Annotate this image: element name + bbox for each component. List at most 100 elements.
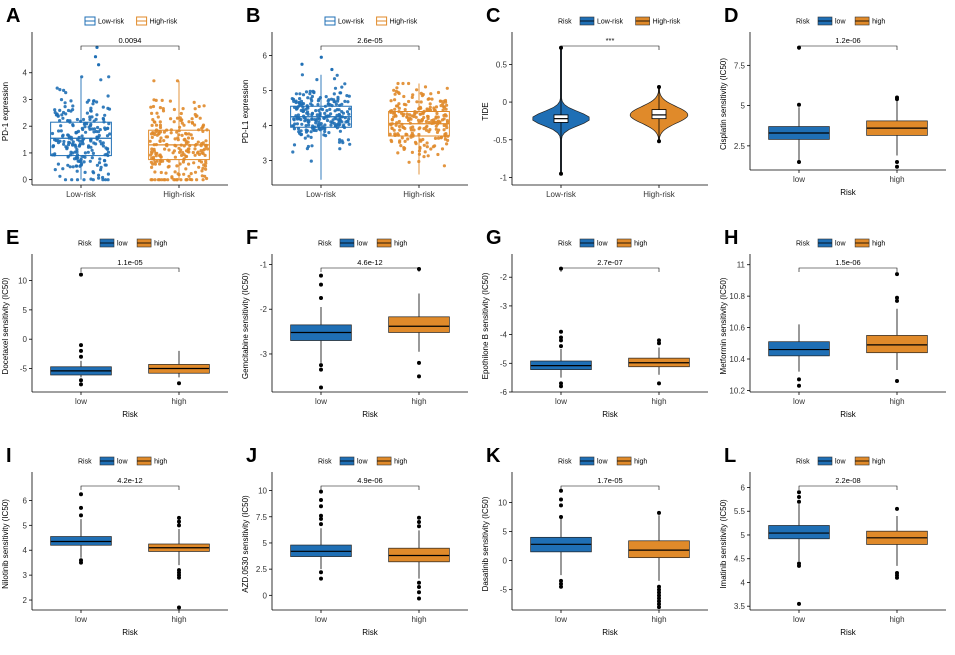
y-tick-label: 2.5 [734,142,746,151]
data-point [169,131,173,135]
data-point [103,113,107,117]
data-point [193,112,197,117]
outlier-point [797,383,801,388]
y-tick-label: 5 [263,539,268,548]
data-point [417,132,421,137]
data-point [345,110,350,114]
y-tick-label: 10.6 [729,324,745,333]
significance-bracket [560,45,660,50]
outlier-point [417,524,421,529]
x-tick-label: low [315,397,327,406]
data-point [195,178,199,182]
data-point [298,92,302,96]
group-high [866,506,928,580]
data-point [407,81,411,86]
data-point [410,114,414,118]
data-point [201,141,205,145]
data-point [150,123,154,127]
data-point [184,132,189,136]
panel-I: I Risk low high 2 3 4 5 6 Nilotinib sensitivity (… [1,445,228,637]
data-point [88,117,92,122]
y-tick-label: -5 [500,586,508,595]
panel-L: L Risk low high 3.5 4 4.5 5 5.5 6 Imatinib sensiti… [719,445,946,637]
data-point [75,178,80,182]
legend: Risk low high [796,456,885,466]
group-low [530,266,592,389]
data-point [347,122,351,126]
panel-letter: H [724,227,738,249]
data-point [414,115,418,119]
y-tick-label: 2.5 [256,565,268,574]
x-tick-label: Low-risk [306,190,337,199]
data-point [83,125,87,129]
data-point [427,108,431,112]
data-point [389,99,393,103]
data-point [189,133,193,137]
data-point [292,117,296,121]
data-point [98,128,102,132]
data-point [317,108,321,113]
data-point [325,118,330,123]
legend-label: low [117,241,128,248]
data-point [103,178,108,182]
outlier-point [797,377,801,382]
data-point [423,85,428,89]
data-point [421,137,425,142]
data-point [336,95,340,99]
data-point [149,132,154,136]
data-point [423,150,427,154]
data-point [310,144,314,148]
data-point [338,147,342,151]
data-point [175,164,179,168]
y-tick-label: -5 [500,359,508,368]
data-point [417,149,422,153]
data-point [401,81,405,86]
group-low [768,45,830,164]
data-point [184,154,189,159]
data-point [290,124,294,128]
data-point [92,127,97,131]
x-tick-label: high [171,615,186,624]
y-tick-label: -6 [500,388,508,397]
data-point [307,123,311,127]
data-point [425,141,429,145]
data-point [173,170,177,174]
box [50,536,112,546]
data-point [167,159,171,163]
data-point [97,133,101,138]
data-point [149,178,153,182]
data-point [407,99,411,104]
data-point [154,130,158,134]
data-point [185,178,189,182]
data-point [62,88,66,92]
group-Low-risk [50,45,112,182]
group-high [866,272,928,383]
data-point [403,108,407,112]
data-point [318,113,322,117]
data-point [292,99,296,103]
data-point [441,108,445,112]
outlier-point [417,520,421,524]
data-point [409,128,413,132]
data-point [150,165,154,169]
p-value-label: 2.7e-07 [597,258,622,267]
data-point [390,126,394,130]
legend-label: low [117,459,128,466]
data-point [204,159,208,163]
data-point [404,103,408,107]
data-point [161,107,165,111]
outlier-point [319,273,323,278]
legend: Low-risk High-risk [324,16,418,26]
group-high [388,515,450,601]
panel-letter: F [246,227,258,249]
data-point [406,137,410,141]
panel-letter: J [246,445,257,467]
data-point [98,157,102,161]
data-point [204,139,208,143]
outlier-point [797,499,801,504]
data-point [159,136,163,140]
outlier-point [417,580,421,585]
data-point [97,176,101,180]
data-point [428,105,432,109]
data-point [438,99,443,103]
